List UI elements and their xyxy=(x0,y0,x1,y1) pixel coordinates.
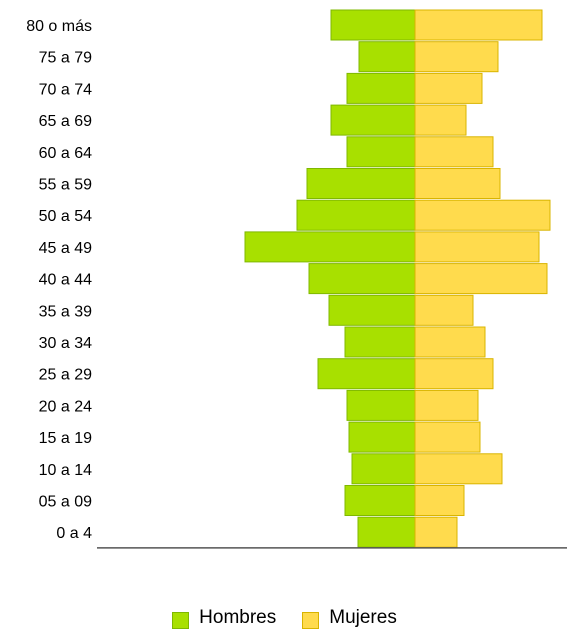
population-pyramid-chart: 80 o más 75 a 79 70 a 74 65 a 69 60 a 64 55 a… xyxy=(0,0,569,600)
bar-hombres-80-o-ms xyxy=(331,10,415,40)
bar-mujeres-20-a-24 xyxy=(415,390,478,420)
y-tick-label-50-a-54: 50 a 54 xyxy=(39,208,92,225)
bar-mujeres-35-a-39 xyxy=(415,295,473,325)
hombres-bars xyxy=(245,10,415,547)
bar-hombres-25-a-29 xyxy=(318,359,415,389)
y-tick-label-75-a-79: 75 a 79 xyxy=(39,50,92,67)
y-tick-label-15-a-19: 15 a 19 xyxy=(39,430,92,447)
bar-hombres-0-a-4 xyxy=(358,517,415,547)
mujeres-bars xyxy=(415,10,550,547)
y-tick-label-30-a-34: 30 a 34 xyxy=(39,335,92,352)
y-tick-label-65-a-69: 65 a 69 xyxy=(39,113,92,130)
bar-mujeres-70-a-74 xyxy=(415,73,482,103)
legend-swatch-mujeres xyxy=(302,612,319,629)
y-tick-label-55-a-59: 55 a 59 xyxy=(39,177,92,194)
y-tick-label-20-a-24: 20 a 24 xyxy=(39,398,92,415)
y-tick-label-60-a-64: 60 a 64 xyxy=(39,145,92,162)
bar-hombres-65-a-69 xyxy=(331,105,415,135)
y-tick-label-45-a-49: 45 a 49 xyxy=(39,240,92,257)
chart-legend: Hombres Mujeres xyxy=(0,606,569,630)
bar-mujeres-55-a-59 xyxy=(415,169,500,199)
y-tick-label-10-a-14: 10 a 14 xyxy=(39,462,92,479)
bar-mujeres-50-a-54 xyxy=(415,200,550,230)
bar-mujeres-65-a-69 xyxy=(415,105,466,135)
bar-hombres-30-a-34 xyxy=(345,327,415,357)
bar-hombres-70-a-74 xyxy=(347,73,415,103)
bar-mujeres-25-a-29 xyxy=(415,359,493,389)
bar-hombres-75-a-79 xyxy=(359,42,415,72)
bar-mujeres-15-a-19 xyxy=(415,422,480,452)
legend-label-mujeres: Mujeres xyxy=(329,607,397,629)
legend-item-mujeres: Mujeres xyxy=(302,607,397,629)
bar-hombres-10-a-14 xyxy=(352,454,415,484)
legend-swatch-hombres xyxy=(172,612,189,629)
bar-mujeres-10-a-14 xyxy=(415,454,502,484)
bar-mujeres-0-a-4 xyxy=(415,517,457,547)
y-tick-label-0-a-4: 0 a 4 xyxy=(56,525,92,542)
bar-mujeres-45-a-49 xyxy=(415,232,539,262)
bar-mujeres-05-a-09 xyxy=(415,486,464,516)
y-tick-label-80-o-ms: 80 o más xyxy=(26,18,92,35)
legend-label-hombres: Hombres xyxy=(199,607,276,629)
bar-hombres-50-a-54 xyxy=(297,200,415,230)
bar-hombres-60-a-64 xyxy=(347,137,415,167)
bar-hombres-35-a-39 xyxy=(329,295,415,325)
bar-mujeres-75-a-79 xyxy=(415,42,498,72)
y-tick-label-05-a-09: 05 a 09 xyxy=(39,494,92,511)
bar-mujeres-30-a-34 xyxy=(415,327,485,357)
bar-hombres-55-a-59 xyxy=(307,169,415,199)
bar-hombres-20-a-24 xyxy=(347,390,415,420)
bar-hombres-45-a-49 xyxy=(245,232,415,262)
bar-hombres-40-a-44 xyxy=(309,264,415,294)
bar-mujeres-60-a-64 xyxy=(415,137,493,167)
y-axis-tick-labels: 80 o más 75 a 79 70 a 74 65 a 69 60 a 64 55 a… xyxy=(26,18,92,542)
bar-hombres-15-a-19 xyxy=(349,422,415,452)
legend-item-hombres: Hombres xyxy=(172,607,276,629)
y-tick-label-35-a-39: 35 a 39 xyxy=(39,303,92,320)
bar-hombres-05-a-09 xyxy=(345,486,415,516)
y-tick-label-25-a-29: 25 a 29 xyxy=(39,367,92,384)
y-tick-label-70-a-74: 70 a 74 xyxy=(39,81,92,98)
bar-mujeres-40-a-44 xyxy=(415,264,547,294)
bar-mujeres-80-o-ms xyxy=(415,10,542,40)
y-tick-label-40-a-44: 40 a 44 xyxy=(39,272,92,289)
